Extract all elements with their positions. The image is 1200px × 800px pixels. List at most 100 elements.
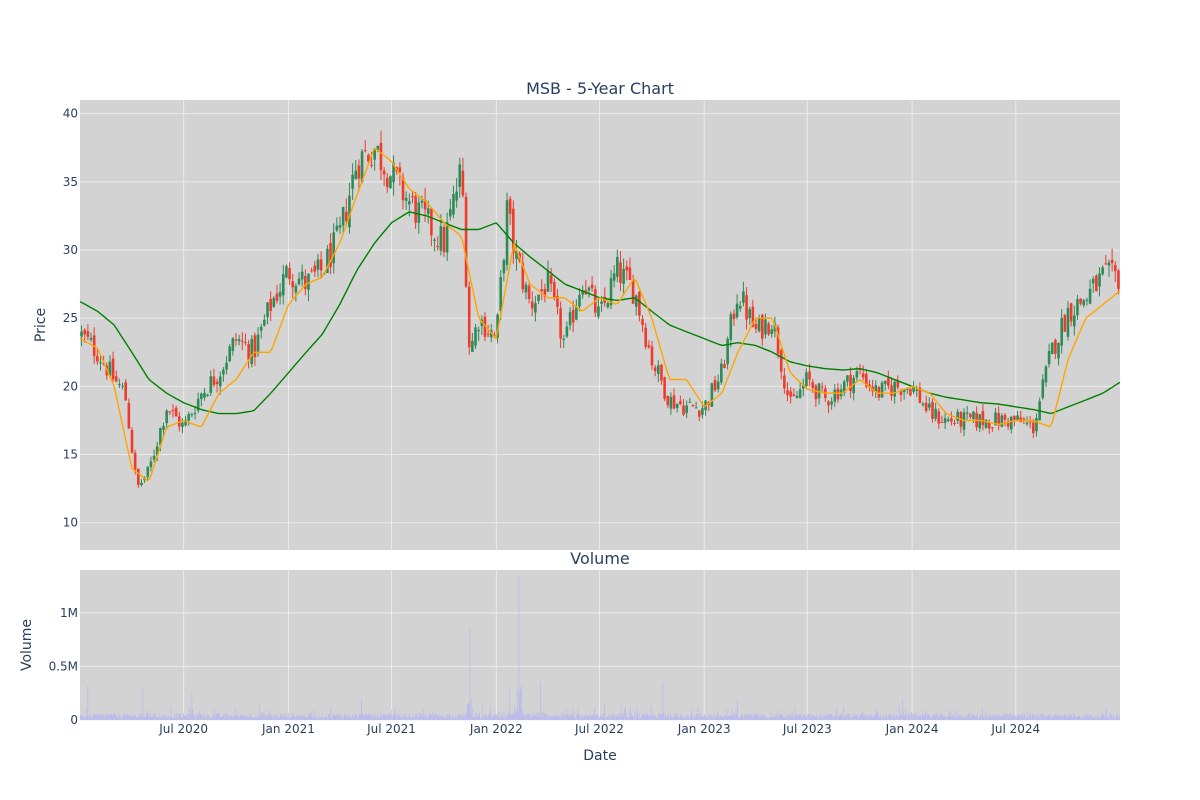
candle <box>720 358 723 385</box>
volume-bar <box>627 717 629 720</box>
volume-bar <box>92 714 94 720</box>
candle-body <box>174 407 178 417</box>
candle <box>622 258 625 294</box>
volume-bar <box>219 717 221 720</box>
candle-body <box>294 285 298 293</box>
volume-bar <box>589 713 590 720</box>
volume-bar <box>699 713 701 720</box>
volume-bar <box>181 716 183 720</box>
volume-bar <box>1082 717 1084 720</box>
volume-bar <box>277 715 278 720</box>
candle-body <box>991 427 994 429</box>
volume-bar <box>963 718 965 720</box>
volume-bar <box>928 715 930 720</box>
candle-body <box>111 358 115 380</box>
candle <box>653 364 657 377</box>
volume-bar <box>505 715 506 720</box>
volume-bar <box>551 716 553 720</box>
candle <box>1117 268 1120 295</box>
candle <box>259 323 263 339</box>
volume-bar <box>1063 715 1065 720</box>
volume-bar <box>657 717 659 720</box>
candle <box>1063 313 1067 332</box>
volume-bar <box>982 717 984 720</box>
candle-body <box>99 362 102 364</box>
volume-bar <box>94 713 95 720</box>
candle-body <box>726 338 729 365</box>
candle <box>789 386 792 404</box>
volume-bar <box>872 715 873 720</box>
volume-bar <box>142 687 144 720</box>
candle-body <box>946 419 950 421</box>
volume-bar <box>842 717 843 720</box>
volume-bar <box>825 716 827 720</box>
candle-body <box>934 408 937 419</box>
volume-bar <box>639 713 640 720</box>
volume-bar <box>453 717 455 720</box>
volume-bar <box>754 713 756 720</box>
volume-bar <box>478 713 480 720</box>
volume-bar <box>501 715 503 720</box>
volume-bar <box>765 718 767 720</box>
candle-body <box>461 170 465 196</box>
volume-bar <box>184 715 186 720</box>
volume-bar <box>357 717 358 720</box>
volume-bar <box>983 715 985 720</box>
candle <box>89 332 93 342</box>
volume-bar <box>337 714 339 720</box>
volume-bar <box>99 714 100 720</box>
volume-bar <box>175 714 177 720</box>
volume-bar <box>192 709 194 720</box>
candle <box>354 159 358 180</box>
volume-bar <box>1011 713 1013 720</box>
candle-body <box>310 270 313 272</box>
candle <box>152 449 156 463</box>
volume-bar <box>110 714 112 720</box>
candle-body <box>275 293 279 301</box>
candle-body <box>367 154 370 162</box>
volume-bar <box>468 703 470 720</box>
volume-bar <box>243 716 244 720</box>
candle <box>458 157 462 198</box>
volume-bar <box>888 713 890 720</box>
volume-bar <box>471 698 472 720</box>
volume-bar <box>623 713 625 720</box>
volume-bar <box>600 716 602 720</box>
volume-bar <box>202 717 204 720</box>
volume-bar <box>730 715 732 720</box>
volume-bar <box>1055 713 1056 720</box>
volume-bar <box>971 713 973 720</box>
volume-bar <box>684 717 685 720</box>
volume-bar <box>871 714 872 720</box>
candle <box>795 391 799 399</box>
candle <box>697 410 701 422</box>
volume-bar <box>913 713 915 720</box>
volume-bar <box>524 715 526 720</box>
volume-bar <box>970 714 972 720</box>
volume-bar <box>314 718 316 720</box>
candle <box>1032 418 1035 439</box>
candle-body <box>165 410 168 424</box>
volume-bar <box>372 714 373 720</box>
candle-body <box>896 380 900 388</box>
volume-bar <box>786 714 788 720</box>
volume-bar <box>659 713 661 720</box>
volume-bar <box>515 710 516 720</box>
volume-bar <box>926 715 927 720</box>
volume-bar <box>737 700 739 720</box>
volume-bar <box>159 716 161 720</box>
volume-bar <box>369 714 371 720</box>
volume-bar <box>456 718 457 720</box>
volume-bar <box>365 714 367 720</box>
candle-body <box>612 273 616 281</box>
volume-bar <box>1089 713 1090 720</box>
volume-bar <box>798 715 799 720</box>
volume-bar <box>576 713 578 720</box>
volume-bar <box>788 714 790 720</box>
candle-body <box>619 262 622 283</box>
volume-bar <box>1052 716 1054 720</box>
volume-bar <box>221 715 223 720</box>
candle <box>969 413 972 420</box>
candle-body <box>376 145 380 151</box>
volume-bar <box>550 716 552 720</box>
